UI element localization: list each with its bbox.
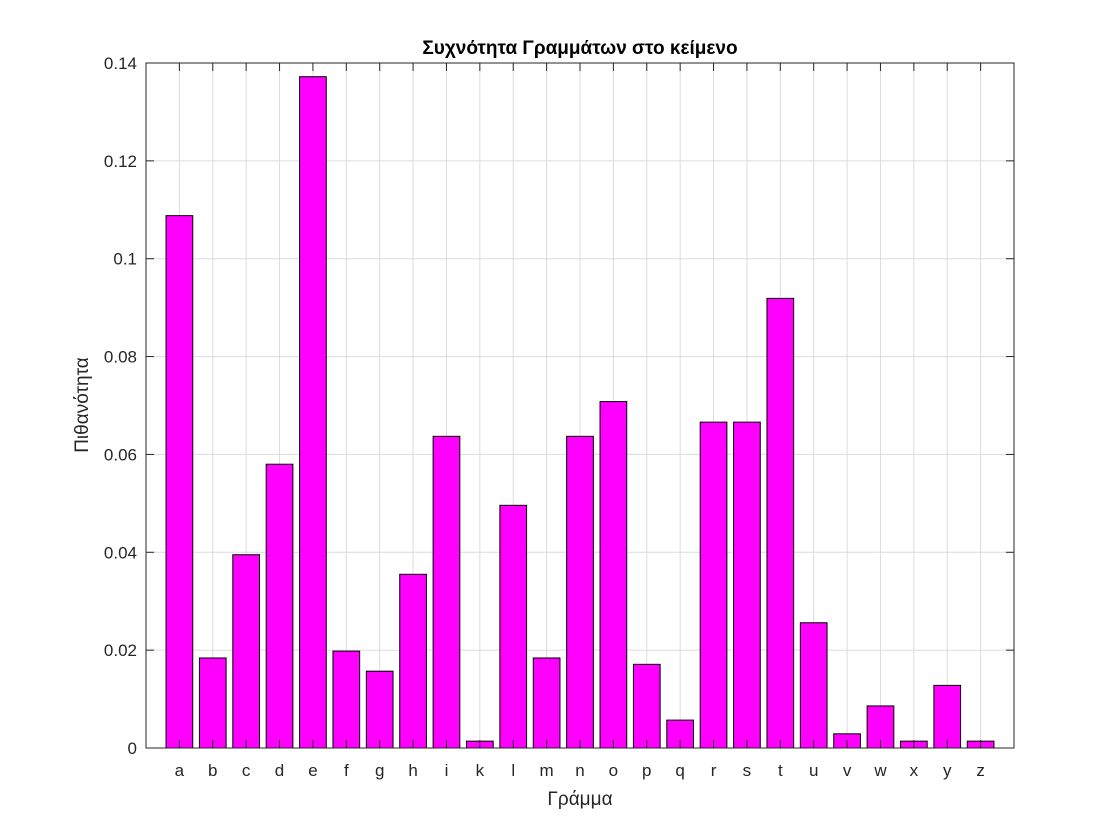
x-tick-label-u: u [809, 761, 818, 780]
bar-e [299, 76, 327, 749]
x-tick-label-c: c [242, 761, 251, 780]
bar-l [499, 504, 528, 749]
bar-o [599, 401, 628, 749]
y-tick-label: 0.12 [104, 152, 137, 171]
x-tick-label-y: y [943, 761, 952, 780]
y-tick-label: 0 [128, 739, 137, 758]
bar-p [632, 663, 661, 749]
x-tick-label-h: h [408, 761, 417, 780]
y-axis-ticks: 0 0.02 0.04 0.06 0.08 0.1 0.12 0.14 [104, 54, 1014, 758]
x-tick-label-e: e [308, 761, 317, 780]
x-tick-label-n: n [575, 761, 584, 780]
x-tick-label-f: f [344, 761, 349, 780]
x-tick-label-p: p [642, 761, 651, 780]
bar-m [532, 657, 561, 749]
bar-a [165, 215, 194, 749]
y-tick-label: 0.1 [113, 250, 137, 269]
bar-g [365, 670, 394, 749]
x-tick-label-a: a [175, 761, 185, 780]
bar-t [766, 297, 795, 749]
y-tick-label: 0.14 [104, 54, 137, 73]
x-tick-label-d: d [275, 761, 284, 780]
x-tick-label-i: i [445, 761, 449, 780]
bar-f [332, 650, 361, 749]
x-tick-label-b: b [208, 761, 217, 780]
x-axis-label: Γράμμα [547, 789, 612, 810]
bar-b [198, 657, 227, 749]
x-tick-label-r: r [711, 761, 717, 780]
bar-h [399, 573, 427, 749]
y-tick-label: 0.04 [104, 543, 137, 562]
x-tick-label-o: o [609, 761, 618, 780]
x-tick-label-g: g [375, 761, 384, 780]
y-tick-label: 0.08 [104, 348, 137, 367]
bar-d [265, 463, 294, 749]
bar-c [232, 554, 261, 749]
chart-title: Συχνότητα Γραμμάτων στο κείμενο [422, 38, 737, 59]
x-tick-label-v: v [843, 761, 852, 780]
x-tick-label-s: s [743, 761, 752, 780]
y-tick-label: 0.02 [104, 641, 137, 660]
bar-u [799, 622, 828, 749]
bars [165, 76, 995, 749]
bar-n [566, 435, 594, 749]
x-tick-label-z: z [976, 761, 985, 780]
bar-y [933, 684, 962, 749]
bar-s [733, 421, 761, 749]
x-tick-label-l: l [511, 761, 515, 780]
x-tick-label-t: t [778, 761, 783, 780]
x-tick-label-q: q [675, 761, 684, 780]
y-axis-label: Πιθανότητα [72, 357, 93, 453]
y-tick-label: 0.06 [104, 445, 137, 464]
x-tick-label-m: m [540, 761, 554, 780]
bar-r [699, 421, 728, 749]
x-tick-label-k: k [476, 761, 485, 780]
bar-i [432, 435, 461, 749]
x-tick-label-x: x [910, 761, 919, 780]
x-tick-label-w: w [873, 761, 887, 780]
